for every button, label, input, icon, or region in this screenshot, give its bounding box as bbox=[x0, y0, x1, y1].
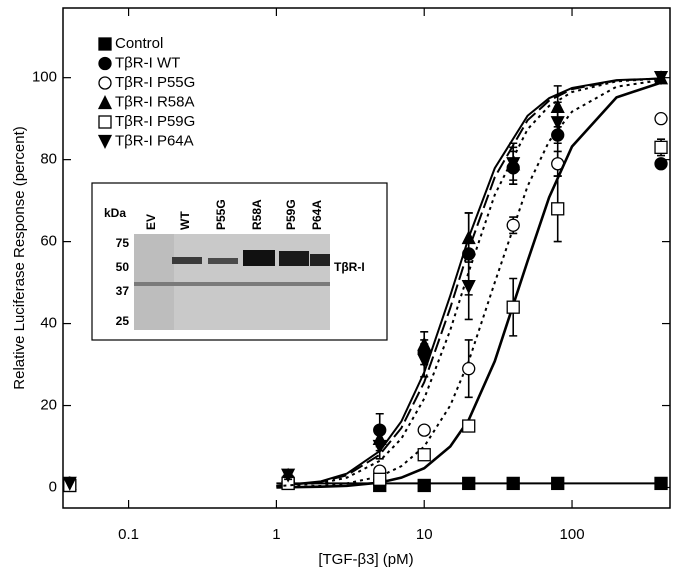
marker bbox=[506, 476, 520, 491]
y-tick-label: 100 bbox=[32, 69, 57, 86]
marker bbox=[462, 362, 476, 376]
fit-curve bbox=[276, 79, 662, 489]
blot-band bbox=[310, 254, 330, 266]
marker bbox=[373, 472, 387, 486]
plot-frame bbox=[62, 7, 671, 509]
marker-label: 25 bbox=[116, 314, 130, 328]
x-tick-label: 100 bbox=[560, 526, 585, 543]
marker bbox=[506, 157, 521, 172]
x-tick-label: 10 bbox=[416, 526, 433, 543]
blot-band bbox=[134, 282, 330, 286]
marker-label: 50 bbox=[116, 260, 130, 274]
legend-marker bbox=[98, 76, 112, 90]
marker-label: 37 bbox=[116, 284, 130, 298]
inset: kDa 75 50 37 25 TβR-I bbox=[91, 182, 388, 341]
marker bbox=[372, 439, 387, 454]
x-tick-label: 1 bbox=[272, 526, 280, 543]
marker bbox=[461, 280, 476, 295]
legend-marker bbox=[97, 134, 113, 149]
marker bbox=[461, 230, 476, 245]
marker bbox=[462, 476, 476, 491]
blot-band bbox=[279, 251, 309, 266]
marker bbox=[417, 448, 431, 462]
marker bbox=[654, 476, 668, 491]
series: TβR-I P59G bbox=[63, 81, 668, 493]
fit-curve bbox=[276, 77, 662, 488]
marker bbox=[417, 478, 431, 493]
lane-label: WT bbox=[178, 211, 192, 230]
blot-band bbox=[208, 258, 238, 264]
marker bbox=[654, 157, 668, 171]
marker-label: 75 bbox=[116, 236, 130, 250]
legend-label: TβR-I P55G bbox=[115, 74, 195, 91]
band-label: TβR-I bbox=[334, 260, 365, 274]
lane-label: P55G bbox=[214, 199, 228, 230]
legend-label: TβR-I WT bbox=[115, 54, 180, 71]
marker bbox=[654, 140, 668, 154]
legend-marker bbox=[98, 56, 112, 71]
y-tick-label: 80 bbox=[40, 151, 57, 168]
marker bbox=[417, 423, 431, 437]
blot-band bbox=[172, 257, 202, 264]
lane-label: R58A bbox=[250, 199, 264, 230]
marker bbox=[653, 71, 669, 86]
fit-curve bbox=[276, 81, 662, 489]
y-tick-label: 60 bbox=[40, 233, 57, 250]
fit-curve bbox=[276, 77, 662, 487]
size-label: kDa bbox=[104, 206, 126, 220]
marker bbox=[281, 468, 296, 483]
series: TβR-I P64A bbox=[62, 71, 669, 491]
marker bbox=[62, 476, 77, 491]
marker bbox=[550, 116, 565, 131]
y-tick-label: 0 bbox=[49, 478, 57, 495]
legend-label: TβR-I P64A bbox=[115, 132, 194, 149]
lane-label: P59G bbox=[284, 199, 298, 230]
marker bbox=[417, 353, 432, 368]
marker bbox=[551, 476, 565, 491]
legend-label: Control bbox=[115, 35, 163, 52]
marker bbox=[462, 419, 476, 433]
legend-marker bbox=[98, 115, 112, 129]
blot-band bbox=[243, 250, 275, 266]
x-axis-label: [TGF-β3] (pM) bbox=[318, 551, 413, 568]
marker bbox=[551, 202, 565, 216]
marker bbox=[506, 218, 520, 232]
y-axis-label: Relative Luciferase Response (percent) bbox=[11, 126, 28, 389]
legend-label: TβR-I R58A bbox=[115, 93, 194, 110]
marker bbox=[506, 300, 520, 314]
lane-label: EV bbox=[144, 214, 158, 230]
y-tick-label: 20 bbox=[40, 397, 57, 414]
legend-marker bbox=[98, 37, 112, 51]
fit-curve bbox=[276, 77, 662, 488]
legend-marker bbox=[97, 95, 113, 110]
legend-label: TβR-I P59G bbox=[115, 113, 195, 130]
lane-label: P64A bbox=[310, 200, 324, 230]
y-tick-label: 40 bbox=[40, 315, 57, 332]
marker bbox=[654, 112, 668, 126]
x-tick-label: 0.1 bbox=[118, 526, 139, 543]
